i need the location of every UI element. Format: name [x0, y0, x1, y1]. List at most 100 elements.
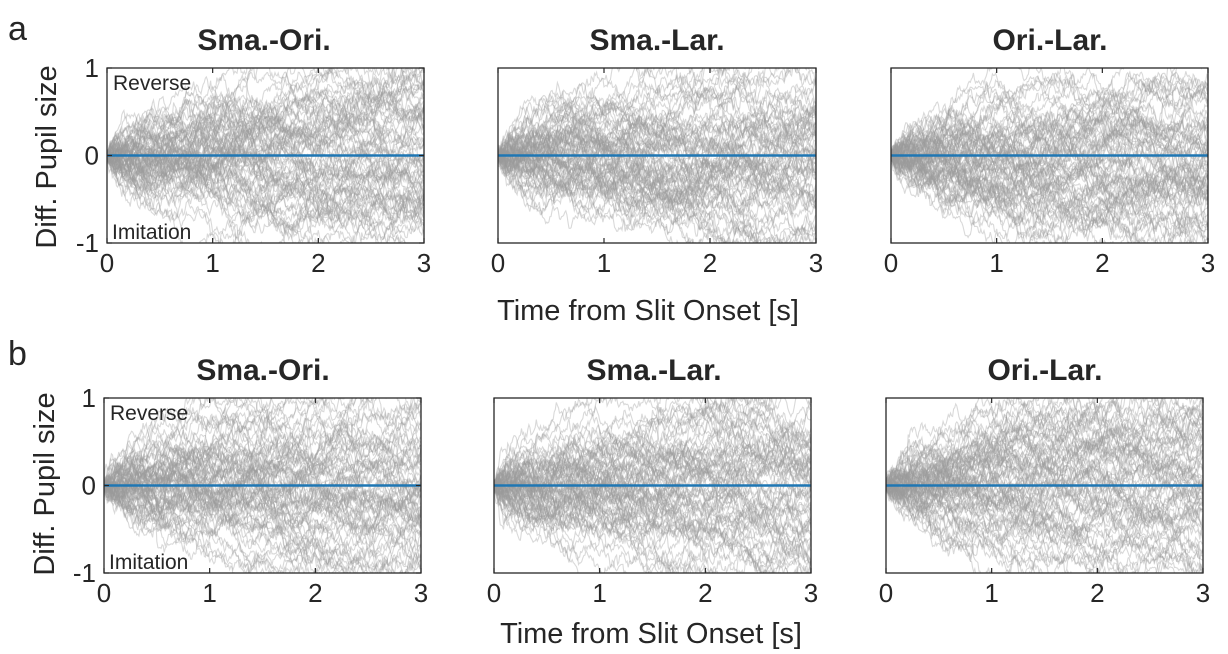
- trace-line: [891, 125, 1208, 175]
- trace-line: [891, 73, 1208, 159]
- trace-line: [107, 155, 424, 243]
- trace-line: [886, 404, 1203, 505]
- trace-line: [891, 143, 1208, 238]
- trace-line: [498, 89, 816, 183]
- trace-line: [886, 483, 1068, 573]
- axes-frame: [493, 397, 812, 574]
- trace-line: [107, 155, 424, 243]
- trace-line: [498, 83, 816, 208]
- trace-line: [886, 398, 1203, 501]
- trace-line: [104, 441, 421, 527]
- trace-line: [107, 68, 424, 169]
- trace-line: [891, 68, 1208, 163]
- trace-line: [494, 398, 811, 493]
- trace-line: [104, 463, 421, 546]
- x-tick-label: 2: [1090, 578, 1104, 608]
- trace-line: [107, 137, 424, 206]
- trace-line: [107, 98, 424, 181]
- trace-line: [886, 398, 1203, 494]
- trace-line: [107, 143, 356, 243]
- trace-line: [104, 403, 421, 489]
- trace-line: [498, 151, 777, 243]
- trace-group-2: [498, 68, 816, 243]
- trace-line: [886, 449, 1203, 573]
- trace-line: [107, 92, 424, 183]
- trace-line: [886, 479, 1203, 544]
- trace-line: [498, 105, 802, 243]
- trace-line: [104, 450, 421, 557]
- trace-line: [886, 402, 1203, 493]
- trace-line: [891, 120, 1208, 225]
- trace-line: [886, 398, 1203, 494]
- trace-line: [886, 456, 1203, 515]
- trace-line: [891, 127, 1208, 225]
- trace-line: [886, 474, 1036, 573]
- trace-line: [107, 94, 424, 160]
- trace-line: [494, 467, 811, 547]
- trace-line: [891, 141, 1208, 235]
- trace-line: [494, 480, 811, 573]
- trace-line: [498, 144, 816, 203]
- trace-line: [104, 417, 421, 521]
- trace-line: [886, 398, 1089, 489]
- x-axis-label-b: Time from Slit Onset [s]: [500, 618, 802, 650]
- trace-line: [104, 448, 421, 534]
- trace-line: [104, 480, 271, 573]
- trace-line: [498, 80, 816, 161]
- trace-line: [891, 110, 1208, 206]
- trace-line: [498, 142, 816, 212]
- trace-line: [494, 470, 811, 552]
- trace-line: [498, 117, 816, 219]
- trace-line: [891, 68, 1176, 174]
- trace-line: [494, 455, 799, 573]
- panel-b-title-3: Ori.-Lar.: [987, 354, 1102, 387]
- trace-line: [107, 149, 424, 243]
- trace-line: [498, 139, 816, 217]
- trace-line: [891, 153, 1208, 208]
- trace-line: [886, 398, 1203, 491]
- trace-line: [886, 417, 1203, 495]
- axes-frame: [885, 397, 1204, 574]
- trace-line: [104, 479, 421, 573]
- trace-line: [886, 409, 1203, 506]
- trace-line: [498, 153, 780, 243]
- trace-line: [107, 68, 424, 193]
- trace-line: [104, 439, 349, 573]
- trace-line: [104, 406, 421, 498]
- trace-line: [107, 104, 424, 189]
- trace-line: [494, 447, 811, 532]
- trace-line: [498, 74, 816, 165]
- x-axis-label-a: Time from Slit Onset [s]: [497, 295, 799, 327]
- trace-line: [107, 108, 424, 174]
- trace-line: [498, 102, 816, 201]
- trace-line: [886, 463, 1176, 573]
- trace-line: [104, 457, 421, 529]
- trace-line: [498, 123, 816, 200]
- trace-line: [886, 398, 1203, 498]
- trace-line: [886, 441, 1203, 498]
- trace-line: [891, 96, 1208, 191]
- trace-line: [891, 85, 1208, 240]
- trace-line: [494, 428, 811, 492]
- trace-line: [886, 416, 1203, 528]
- trace-line: [891, 86, 1208, 158]
- y-tick-label: -1: [76, 228, 99, 258]
- trace-line: [886, 450, 1203, 565]
- trace-line: [886, 435, 1203, 499]
- trace-line: [891, 130, 1208, 236]
- trace-line: [104, 480, 413, 573]
- y-tick-label: 0: [82, 471, 96, 501]
- trace-line: [107, 75, 424, 188]
- trace-line: [104, 475, 421, 573]
- trace-line: [886, 429, 1203, 515]
- trace-line: [494, 417, 811, 501]
- trace-line: [494, 450, 811, 537]
- trace-line: [498, 68, 816, 159]
- trace-line: [107, 103, 424, 178]
- trace-line: [494, 452, 765, 573]
- trace-line: [494, 454, 811, 541]
- trace-line: [107, 154, 377, 243]
- panel-a-title-2: Sma.-Lar.: [589, 24, 724, 57]
- trace-line: [498, 76, 816, 174]
